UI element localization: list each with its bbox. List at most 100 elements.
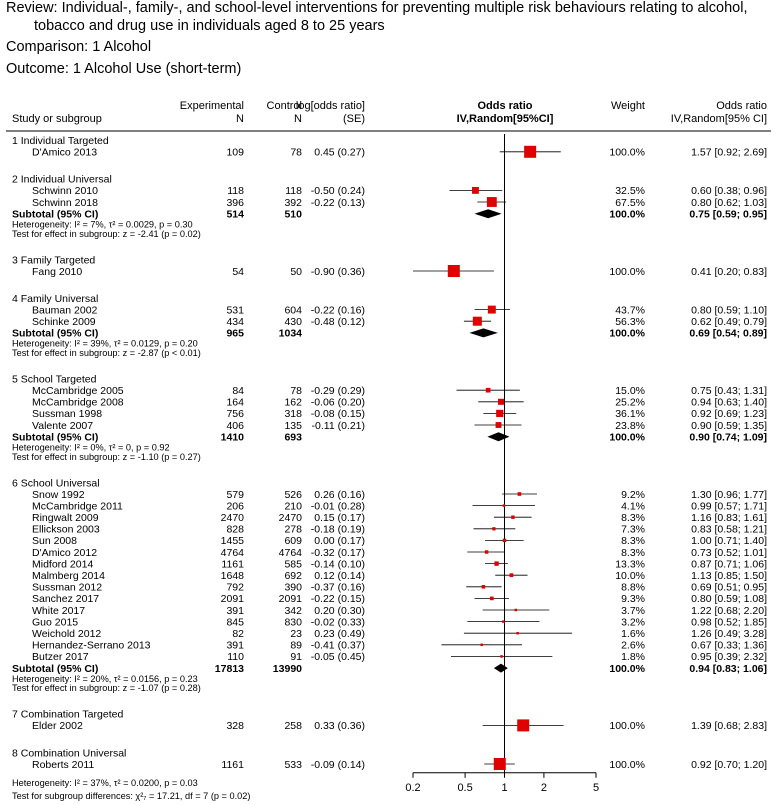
subtotal-weight: 100.0%: [609, 328, 645, 340]
control-n: 23: [290, 628, 302, 640]
control-n: 609: [284, 535, 302, 547]
experimental-n: 82: [232, 628, 244, 640]
control-n: 392: [284, 197, 302, 209]
odds-ratio-ci: 1.30 [0.96; 1.77]: [691, 489, 767, 501]
x-tick-label: 0.5: [457, 782, 472, 794]
experimental-n: 1648: [221, 570, 245, 582]
effect-marker: [514, 608, 518, 612]
experimental-n: 118: [227, 185, 244, 197]
effect-marker: [517, 492, 522, 496]
outcome-label: Outcome: 1 Alcohol Use (short-term): [6, 61, 242, 77]
experimental-n: 828: [226, 524, 244, 536]
study-label: White 2017: [32, 605, 85, 617]
effect-marker: [502, 504, 506, 507]
col-header-logor: log[odds ratio]: [296, 100, 365, 112]
log-odds-ratio: -0.18 (0.19): [311, 524, 365, 536]
control-n: 78: [290, 147, 302, 159]
experimental-n: 406: [226, 420, 244, 432]
odds-ratio-ci: 0.94 [0.63; 1.40]: [691, 397, 767, 409]
study-label: Ringwalt 2009: [32, 512, 99, 524]
log-odds-ratio: -0.50 (0.24): [311, 185, 365, 197]
control-n: 118: [285, 185, 302, 197]
weight-value: 56.3%: [615, 316, 645, 328]
log-odds-ratio: -0.02 (0.33): [311, 616, 365, 628]
subgroup-differences-test: Test for subgroup differences: χ²₇ = 17.…: [12, 791, 250, 801]
weight-value: 9.2%: [621, 489, 645, 501]
weight-value: 9.3%: [621, 593, 645, 605]
subtotal-label: Subtotal (95% CI): [12, 209, 98, 221]
effect-marker: [486, 197, 497, 207]
experimental-n: 206: [226, 500, 244, 512]
experimental-n: 434: [226, 316, 244, 328]
odds-ratio-ci: 0.80 [0.62; 1.03]: [691, 197, 767, 209]
experimental-n: 164: [226, 397, 244, 409]
review-title-continued: tobacco and drug use in individuals aged…: [34, 18, 385, 34]
subgroup-heading: 5 School Targeted: [12, 373, 97, 385]
subgroup-heading: 4 Family Universal: [12, 293, 98, 305]
experimental-n: 110: [227, 651, 244, 663]
subtotal-weight: 100.0%: [609, 209, 645, 221]
weight-value: 8.3%: [621, 512, 645, 524]
odds-ratio-ci: 0.90 [0.59; 1.35]: [691, 420, 767, 432]
subtotal-experimental-n: 17813: [215, 663, 244, 675]
control-n: 533: [284, 759, 302, 771]
effect-marker: [516, 631, 519, 635]
effect-marker: [489, 596, 494, 601]
weight-value: 2.6%: [621, 640, 645, 652]
col-header-ci-title: Odds ratio: [716, 100, 767, 112]
heterogeneity-text: Test for effect in subgroup: z = -2.41 (…: [12, 229, 201, 239]
experimental-n: 396: [226, 197, 244, 209]
review-title: Review: Individual-, family-, and school…: [6, 0, 748, 16]
subtotal-weight: 100.0%: [609, 432, 645, 444]
x-tick-label: 5: [593, 782, 599, 794]
study-label: McCambridge 2011: [32, 500, 123, 512]
col-header-odds-ratio: Odds ratio: [477, 100, 532, 112]
subgroup-heading: 7 Combination Targeted: [12, 709, 123, 721]
log-odds-ratio: -0.08 (0.15): [311, 408, 365, 420]
col-header-method: IV,Random[95%CI]: [457, 113, 554, 125]
experimental-n: 531: [226, 304, 244, 316]
subtotal-experimental-n: 965: [226, 328, 244, 340]
log-odds-ratio: 0.12 (0.14): [314, 570, 365, 582]
weight-value: 13.3%: [615, 558, 645, 570]
effect-marker: [481, 585, 486, 589]
heterogeneity-text: Heterogeneity: I² = 39%, τ² = 0.0129, p …: [12, 339, 198, 349]
log-odds-ratio: 0.15 (0.17): [314, 512, 365, 524]
weight-value: 67.5%: [615, 197, 645, 209]
effect-marker: [472, 186, 479, 194]
subtotal-label: Subtotal (95% CI): [12, 328, 98, 340]
control-n: 692: [284, 570, 302, 582]
effect-marker: [502, 538, 507, 543]
col-header-control-n: N: [294, 113, 302, 125]
study-label: Butzer 2017: [32, 651, 89, 663]
subtotal-ci: 0.75 [0.59; 0.95]: [689, 209, 767, 221]
odds-ratio-ci: 1.13 [0.85; 1.50]: [691, 570, 767, 582]
odds-ratio-ci: 0.99 [0.57; 1.71]: [691, 500, 767, 512]
study-label: McCambridge 2008: [32, 397, 124, 409]
odds-ratio-ci: 1.57 [0.92; 2.69]: [691, 147, 767, 159]
heterogeneity-text: Test for effect in subgroup: z = -2.87 (…: [12, 348, 201, 358]
log-odds-ratio: -0.01 (0.28): [311, 500, 365, 512]
weight-value: 100.0%: [609, 720, 645, 732]
comparison-label: Comparison: 1 Alcohol: [6, 39, 152, 55]
study-label: Sussman 1998: [32, 408, 102, 420]
effect-marker: [484, 550, 489, 554]
subtotal-experimental-n: 514: [226, 209, 244, 221]
subtotal-diamond: [487, 432, 510, 442]
log-odds-ratio: -0.06 (0.20): [311, 397, 365, 409]
control-n: 526: [284, 489, 302, 501]
weight-value: 8.3%: [621, 535, 645, 547]
control-n: 135: [284, 420, 302, 432]
weight-value: 100.0%: [609, 266, 645, 278]
x-tick-label: 1: [501, 782, 507, 794]
experimental-n: 756: [226, 408, 244, 420]
effect-marker: [480, 643, 483, 647]
heterogeneity-text: Heterogeneity: I² = 0%, τ² = 0, p = 0.92: [12, 442, 170, 452]
subtotal-weight: 100.0%: [609, 663, 645, 675]
effect-marker: [509, 573, 514, 578]
subgroup-heading: 3 Family Targeted: [12, 254, 95, 266]
effect-marker: [447, 265, 460, 277]
effect-marker: [493, 758, 506, 770]
odds-ratio-ci: 0.92 [0.69; 1.23]: [691, 408, 767, 420]
odds-ratio-ci: 0.60 [0.38; 0.96]: [691, 185, 767, 197]
